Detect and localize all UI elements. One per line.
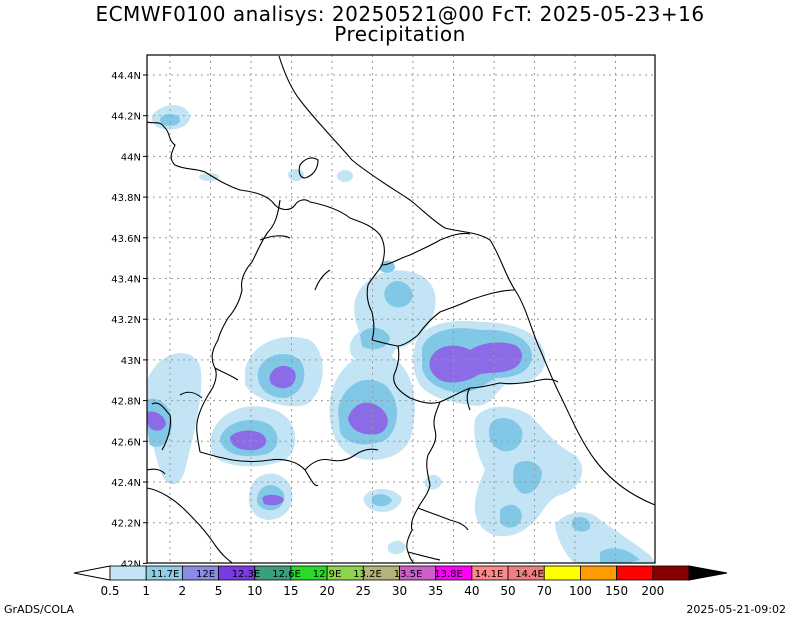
lat-label: 43.8N xyxy=(111,193,141,204)
colorbar-label: 15 xyxy=(283,584,298,598)
lon-label: 12.6E xyxy=(272,569,301,580)
colorbar-box xyxy=(543,565,581,581)
lon-label: 14.1E xyxy=(475,569,504,580)
lon-label: 14.4E xyxy=(515,569,544,580)
colorbar-label: 100 xyxy=(569,584,592,598)
colorbar-label: 30 xyxy=(392,584,407,598)
chart-title: ECMWF0100 analisys: 20250521@00 FcT: 202… xyxy=(95,2,705,26)
lat-label: 43.2N xyxy=(111,315,141,326)
lon-label: 12E xyxy=(196,569,215,580)
lon-label: 11.7E xyxy=(151,569,180,580)
chart-subtitle: Precipitation xyxy=(334,22,466,46)
colorbar-label: 20 xyxy=(319,584,334,598)
lat-label: 44.4N xyxy=(111,71,141,82)
colorbar-arrow-high xyxy=(688,565,728,581)
lat-label: 42N xyxy=(121,559,141,570)
lat-label: 42.2N xyxy=(111,519,141,530)
colorbar-box xyxy=(616,565,654,581)
lon-label: 13.8E xyxy=(434,569,463,580)
lat-label: 44N xyxy=(121,152,141,163)
lat-label: 43.6N xyxy=(111,234,141,245)
colorbar-label: 200 xyxy=(641,584,664,598)
colorbar-box xyxy=(652,565,690,581)
colorbar-label: 40 xyxy=(464,584,479,598)
lat-label: 43.4N xyxy=(111,275,141,286)
precip-heavy-layer xyxy=(147,342,522,506)
lon-label: 13.2E xyxy=(353,569,382,580)
colorbar-box xyxy=(580,565,618,581)
lon-label: 12.3E xyxy=(232,569,261,580)
footer-timestamp: 2025-05-21-09:02 xyxy=(686,603,786,616)
coastline-and-borders xyxy=(147,55,655,563)
colorbar-label: 2 xyxy=(179,584,187,598)
colorbar-box xyxy=(109,565,147,581)
colorbar-label: 1 xyxy=(142,584,150,598)
footer-left: GrADS/COLA xyxy=(4,603,74,616)
colorbar-label: 70 xyxy=(537,584,552,598)
colorbar-label: 150 xyxy=(605,584,628,598)
lat-label: 42.4N xyxy=(111,478,141,489)
colorbar-label: 10 xyxy=(247,584,262,598)
lon-label: 13.5E xyxy=(394,569,423,580)
lat-label: 43N xyxy=(121,356,141,367)
colorbar-label: 0.5 xyxy=(100,584,119,598)
lon-label: 12.9E xyxy=(313,569,342,580)
colorbar-label: 50 xyxy=(500,584,515,598)
colorbar-label: 35 xyxy=(428,584,443,598)
lat-lon-grid xyxy=(147,55,655,563)
lat-label: 42.8N xyxy=(111,397,141,408)
colorbar-label: 25 xyxy=(356,584,371,598)
colorbar-label: 5 xyxy=(215,584,223,598)
colorbar-arrow-low xyxy=(73,565,111,581)
latitude-labels: 44.4N 44.2N 44N 43.8N 43.6N 43.4N 43.2N 43N 42.8… xyxy=(111,71,147,570)
map-frame xyxy=(146,54,656,564)
lat-label: 42.6N xyxy=(111,437,141,448)
lat-label: 44.2N xyxy=(111,112,141,123)
